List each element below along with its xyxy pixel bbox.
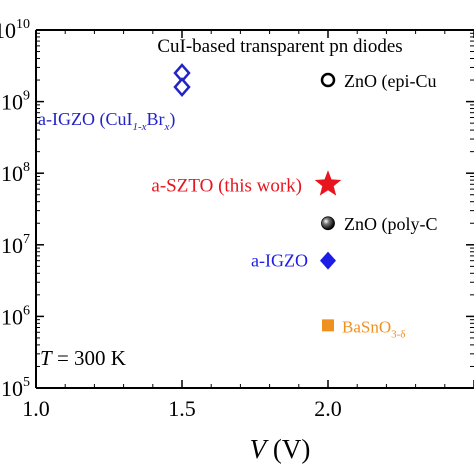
plot-frame: [35, 29, 474, 389]
y-axis: 105 106 107 108 109 1010: [0, 17, 474, 401]
x-tick-label: 1.0: [22, 396, 50, 421]
x-tick-label: 2.0: [314, 396, 342, 421]
label-igzo-cuibr: a-IGZO (CuI1-xBrx): [38, 109, 175, 133]
x-tick-label: 1.5: [168, 396, 196, 421]
temperature-annotation: T = 300 K: [40, 346, 126, 370]
x-axis-title: V (V): [250, 434, 311, 464]
chart-title: CuI-based transparent pn diodes: [157, 36, 402, 57]
igzo-filled-diamond-marker: [320, 251, 336, 270]
basno-square-marker: [322, 319, 334, 332]
zno-epi-open-circle-marker: [320, 72, 336, 88]
zno-poly-sphere-marker: [321, 216, 335, 231]
y-tick-label: 108: [1, 160, 30, 186]
data-labels: ZnO (epi-Cu a-IGZO (CuI1-xBrx) a-SZTO (thi…: [38, 71, 438, 340]
x-axis: 1.0 1.5 2.0: [22, 30, 474, 421]
y-tick-label: 106: [1, 303, 30, 329]
igzo-cuibr-diamond-marker: [173, 77, 191, 97]
y-tick-label: 105: [1, 375, 30, 401]
label-basno: BaSnO3-δ: [342, 317, 405, 340]
y-tick-label: 1010: [0, 17, 30, 43]
label-zno-poly: ZnO (poly-C: [344, 214, 438, 235]
szto-star-marker: [314, 170, 342, 196]
data-markers: [173, 63, 342, 332]
label-igzo: a-IGZO: [251, 251, 308, 271]
y-tick-label: 109: [1, 89, 30, 115]
label-szto: a-SZTO (this work): [151, 175, 302, 196]
y-tick-label: 107: [1, 232, 30, 258]
label-zno-epi: ZnO (epi-Cu: [344, 71, 436, 92]
